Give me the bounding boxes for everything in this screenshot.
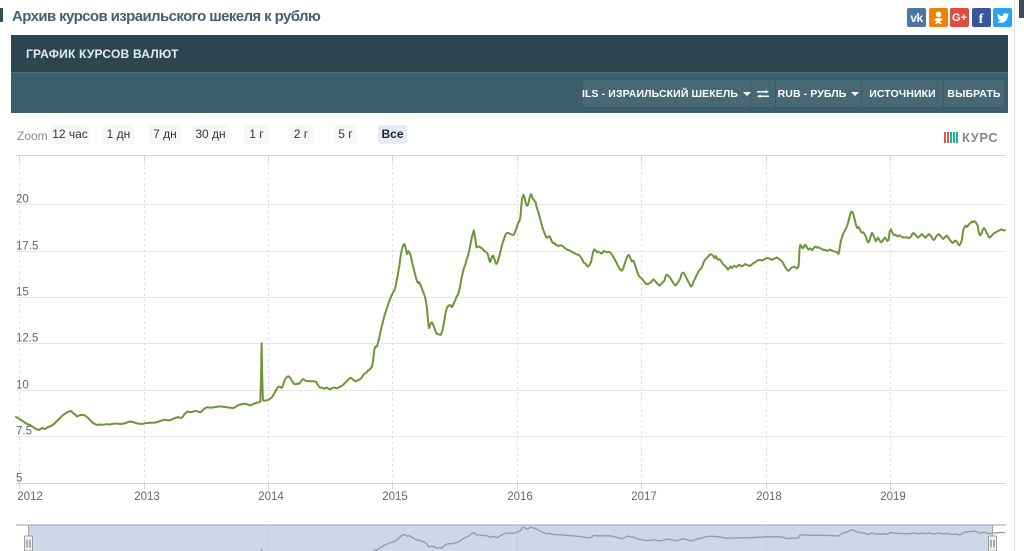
svg-text:10: 10 [16, 380, 29, 392]
svg-text:15: 15 [16, 287, 29, 299]
svg-text:2018: 2018 [756, 491, 782, 503]
svg-text:2015: 2015 [382, 491, 408, 503]
svg-text:2013: 2013 [134, 491, 160, 503]
svg-text:2016: 2016 [507, 491, 533, 503]
svg-text:12.5: 12.5 [16, 333, 38, 345]
svg-text:20: 20 [16, 194, 29, 206]
svg-text:2014: 2014 [258, 491, 284, 503]
svg-text:5: 5 [16, 473, 22, 485]
svg-text:2017: 2017 [631, 491, 657, 503]
svg-text:2019: 2019 [880, 491, 906, 503]
svg-text:7.5: 7.5 [16, 426, 32, 438]
svg-text:2012: 2012 [17, 491, 43, 503]
svg-text:17.5: 17.5 [16, 241, 38, 253]
